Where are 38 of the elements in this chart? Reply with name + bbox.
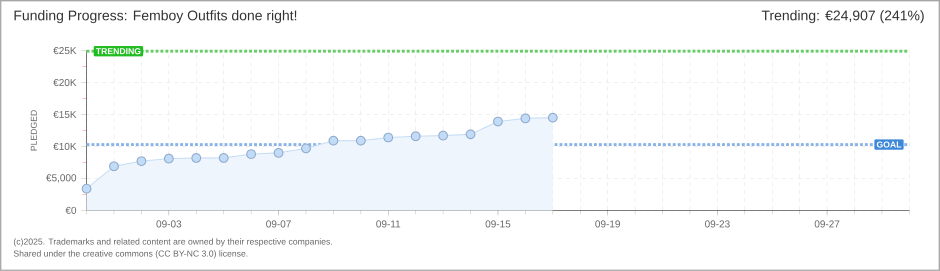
- y-tick-label: €20K: [53, 79, 76, 86]
- y-tick-label: €25K: [53, 47, 76, 54]
- point: [109, 161, 119, 172]
- x-tick-label: 09-23: [705, 220, 730, 228]
- y-tick-label: €0: [66, 206, 76, 214]
- y-tick-label: €10K: [53, 142, 76, 150]
- point: [191, 153, 202, 163]
- x-tick-label: 09-19: [595, 220, 620, 228]
- point: [520, 113, 530, 124]
- x-tick-label: 09-27: [814, 220, 840, 228]
- point: [410, 131, 421, 142]
- x-tick-label: 09-07: [266, 220, 291, 228]
- point: [164, 154, 174, 164]
- text: (c)2025. Trademarks and related content are owned by their respective companies.: [14, 238, 332, 246]
- point: [548, 112, 558, 123]
- y-axis-title: PLEDGED: [30, 110, 37, 150]
- ref-line-label: GOAL: [876, 142, 902, 148]
- point: [438, 130, 448, 141]
- point: [493, 116, 503, 126]
- x-tick-label: 09-11: [376, 220, 400, 228]
- x-tick-label: 09-03: [156, 220, 182, 228]
- ref-line-label: TRENDING: [96, 48, 140, 54]
- y-tick-label: €15K: [53, 110, 76, 118]
- point: [218, 153, 229, 163]
- point: [383, 132, 394, 142]
- point: [246, 149, 256, 160]
- point: [328, 136, 338, 146]
- chart-title: Funding Progress: Femboy Outfits done right!: [14, 10, 296, 24]
- point: [301, 143, 311, 154]
- point: [82, 184, 92, 194]
- x-tick-label: 09-15: [486, 220, 510, 228]
- y-tick-label: €5,000: [46, 174, 76, 183]
- text: Shared under the creative commons (CC BY-NC 3.0) license.: [14, 250, 248, 258]
- point: [274, 148, 284, 158]
- chart-subtitle: Trending: €24,907 (241%): [762, 10, 924, 24]
- point: [356, 136, 366, 146]
- point: [466, 129, 476, 140]
- point: [136, 156, 146, 166]
